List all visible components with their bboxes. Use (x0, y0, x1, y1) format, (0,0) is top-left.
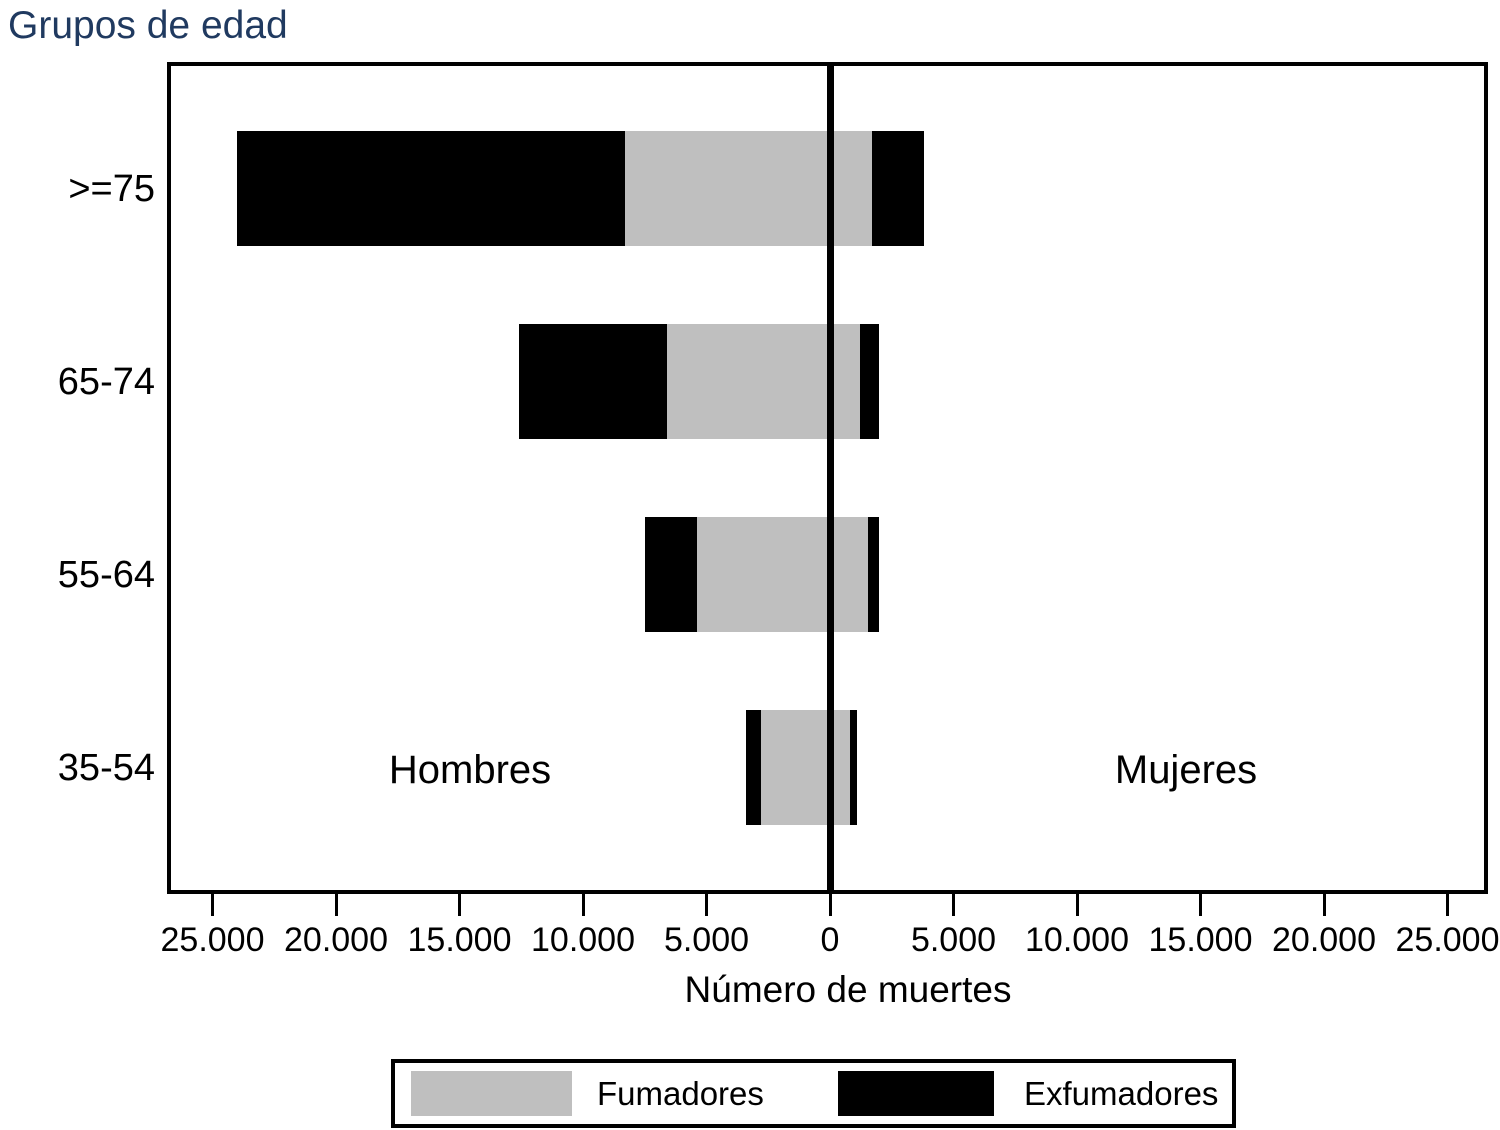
zero-line (826, 66, 834, 890)
x-tick (334, 894, 338, 916)
legend-label-fumadores: Fumadores (597, 1075, 764, 1112)
x-tick-label: 15.000 (407, 921, 512, 959)
x-tick-label: 5.000 (663, 921, 750, 959)
x-tick-label: 25.000 (160, 921, 265, 959)
x-tick (1322, 894, 1326, 916)
x-tick-label: 25.000 (1395, 921, 1500, 959)
x-tick (1075, 894, 1079, 916)
plot-area: Hombres Mujeres (167, 62, 1488, 894)
bar-mujeres-exfumadores-65-74 (859, 324, 880, 439)
x-tick-label: 10.000 (1025, 921, 1129, 959)
legend: Fumadores Exfumadores (391, 1059, 1236, 1128)
y-label-65-74: 65-74 (57, 360, 155, 403)
bar-hombres-exfumadores-65-74 (518, 324, 667, 439)
bar-mujeres-exfumadores-55-64 (868, 517, 880, 632)
y-label-35-54: 35-54 (57, 746, 155, 789)
x-tick-label: 5.000 (910, 921, 997, 959)
legend-swatch-exfumadores (838, 1071, 994, 1116)
x-tick (828, 894, 832, 916)
x-tick-label: 20.000 (284, 921, 388, 959)
bar-mujeres-exfumadores--75 (871, 131, 924, 246)
legend-swatch-fumadores (411, 1071, 572, 1116)
bar-hombres-fumadores--75 (624, 131, 830, 246)
x-tick (1199, 894, 1202, 916)
y-label-55-64: 55-64 (57, 553, 155, 596)
hombres-label: Hombres (388, 748, 552, 792)
bars-container (171, 66, 1484, 890)
bar-hombres-exfumadores--75 (237, 131, 625, 246)
bar-mujeres-fumadores-55-64 (830, 517, 869, 632)
x-tick (1446, 894, 1449, 916)
bar-mujeres-fumadores-65-74 (830, 324, 860, 439)
x-tick-label: 0 (820, 921, 840, 959)
mujeres-label: Mujeres (1114, 748, 1258, 792)
bar-hombres-exfumadores-55-64 (644, 517, 697, 632)
x-axis-title: Número de muertes (684, 969, 1012, 1010)
y-axis-title: Grupos de edad (8, 4, 288, 47)
x-tick (952, 894, 955, 916)
x-tick (581, 894, 585, 916)
x-tick (458, 894, 461, 916)
x-tick-label: 15.000 (1148, 921, 1253, 959)
bar-hombres-fumadores-55-64 (696, 517, 830, 632)
bar-mujeres-exfumadores-35-54 (849, 710, 858, 825)
legend-label-exfumadores: Exfumadores (1024, 1075, 1219, 1112)
bar-mujeres-fumadores--75 (830, 131, 872, 246)
bar-mujeres-fumadores-35-54 (830, 710, 850, 825)
bar-hombres-exfumadores-35-54 (746, 710, 761, 825)
x-tick (705, 894, 708, 916)
bar-hombres-fumadores-65-74 (666, 324, 830, 439)
x-tick-label: 10.000 (531, 921, 635, 959)
y-label--75: >=75 (68, 167, 155, 210)
x-tick (211, 894, 214, 916)
x-tick-label: 20.000 (1272, 921, 1376, 959)
bar-hombres-fumadores-35-54 (760, 710, 830, 825)
